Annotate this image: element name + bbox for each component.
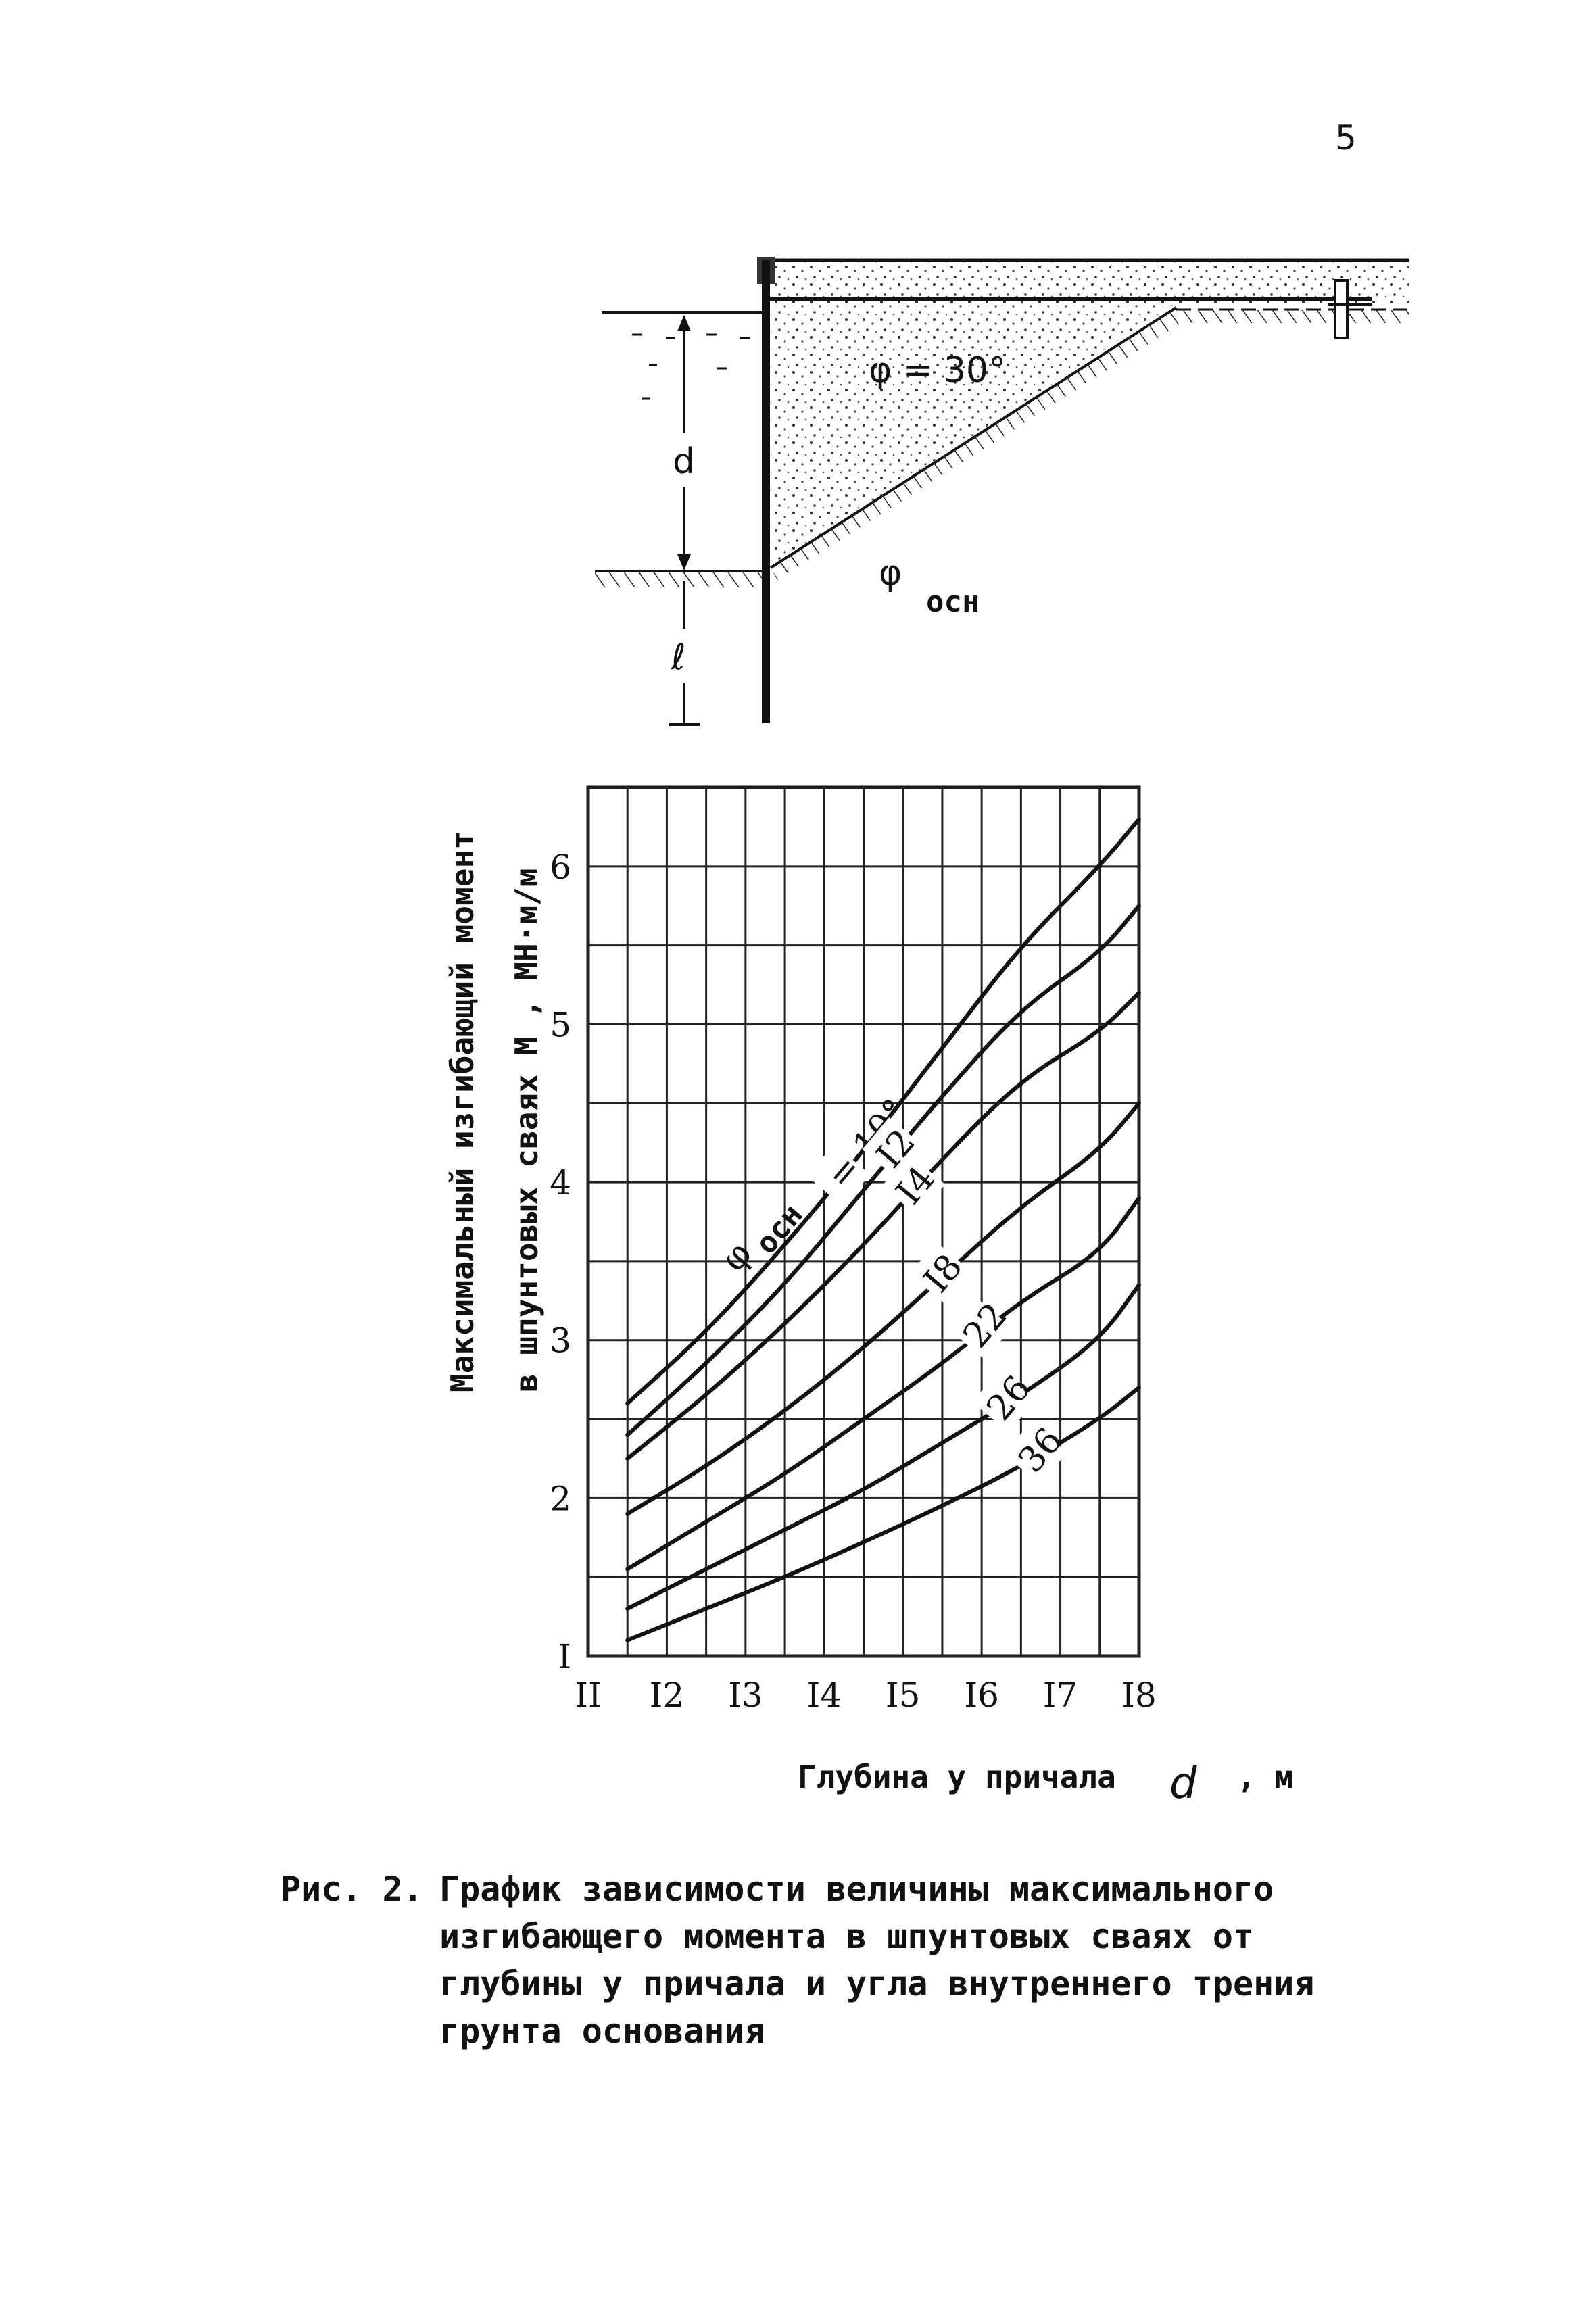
curve-label-gap bbox=[948, 1297, 1012, 1360]
y-tick-labels: I 2 3 4 5 6 bbox=[550, 848, 571, 1676]
x-axis-label: Глубина у причала bbox=[798, 1759, 1116, 1795]
x-tick-label: I2 bbox=[650, 1676, 685, 1715]
x-axis-unit: , м bbox=[1237, 1759, 1293, 1795]
curve-label-gap bbox=[972, 1369, 1036, 1433]
x-tick-label: I5 bbox=[886, 1676, 921, 1715]
backfill-sand-upper bbox=[771, 260, 1409, 303]
series-line bbox=[625, 817, 1141, 1406]
y-axis-label-line1: Максимальный изгибающий момент bbox=[444, 831, 481, 1392]
curve-label-36: 36 bbox=[1011, 1420, 1070, 1480]
grid bbox=[587, 786, 1140, 1657]
water-ticks bbox=[632, 333, 750, 400]
y-tick-label: 5 bbox=[550, 1005, 571, 1044]
series-line bbox=[625, 990, 1141, 1461]
depth-arrow-bottom bbox=[677, 554, 691, 570]
top-ground-hatch bbox=[1176, 310, 1409, 323]
x-axis-symbol: d bbox=[1169, 1759, 1197, 1809]
curve-label-gap bbox=[1004, 1421, 1067, 1485]
y-tick-label: I bbox=[558, 1637, 571, 1676]
y-tick-label: 2 bbox=[550, 1479, 571, 1518]
series-line bbox=[625, 1196, 1141, 1571]
depth-arrow-top bbox=[677, 315, 691, 331]
curves bbox=[625, 817, 1141, 1642]
slope-hatch bbox=[771, 308, 1184, 580]
x-tick-label: I7 bbox=[1043, 1676, 1078, 1715]
base-phi-symbol: φ bbox=[879, 553, 902, 593]
y-axis-label-line2: в шпунтовых сваях M , МН·м/м bbox=[508, 869, 545, 1392]
x-tick-label: I4 bbox=[807, 1676, 842, 1715]
page-number: 5 bbox=[1335, 118, 1357, 157]
seabed-hatch bbox=[595, 571, 763, 587]
embed-label: ℓ bbox=[671, 637, 685, 678]
fill-phi-label: φ = 30° bbox=[869, 350, 1006, 391]
y-tick-label: 4 bbox=[550, 1163, 571, 1202]
curve-label-gap bbox=[806, 1144, 871, 1207]
series-line bbox=[625, 1282, 1141, 1611]
x-tick-label: II bbox=[575, 1676, 602, 1715]
curve-label-gap bbox=[881, 1154, 946, 1217]
y-tick-label: 6 bbox=[550, 848, 571, 887]
caption-text: График зависимости величины максимальног… bbox=[439, 1870, 1315, 2051]
quay-wall-diagram: d ℓ φ = 30° φ осн bbox=[595, 257, 1409, 726]
depth-label: d bbox=[673, 441, 695, 482]
series-line bbox=[625, 904, 1141, 1437]
x-tick-label: I8 bbox=[1121, 1676, 1157, 1715]
anchor-plate bbox=[1334, 279, 1349, 339]
curve-label-phi-sub: осн bbox=[749, 1198, 810, 1261]
caption-figure-number: Рис. 2. bbox=[281, 1870, 423, 1909]
x-tick-label: I3 bbox=[728, 1676, 763, 1715]
y-tick-label: 3 bbox=[550, 1321, 571, 1361]
curve-label-gap bbox=[909, 1242, 973, 1305]
series-line bbox=[625, 1101, 1141, 1516]
series-line bbox=[625, 1385, 1141, 1642]
x-tick-label: I6 bbox=[964, 1676, 999, 1715]
base-phi-subscript: осн bbox=[926, 585, 980, 619]
x-tick-labels: II I2 I3 I4 I5 I6 I7 I8 bbox=[575, 1676, 1157, 1715]
